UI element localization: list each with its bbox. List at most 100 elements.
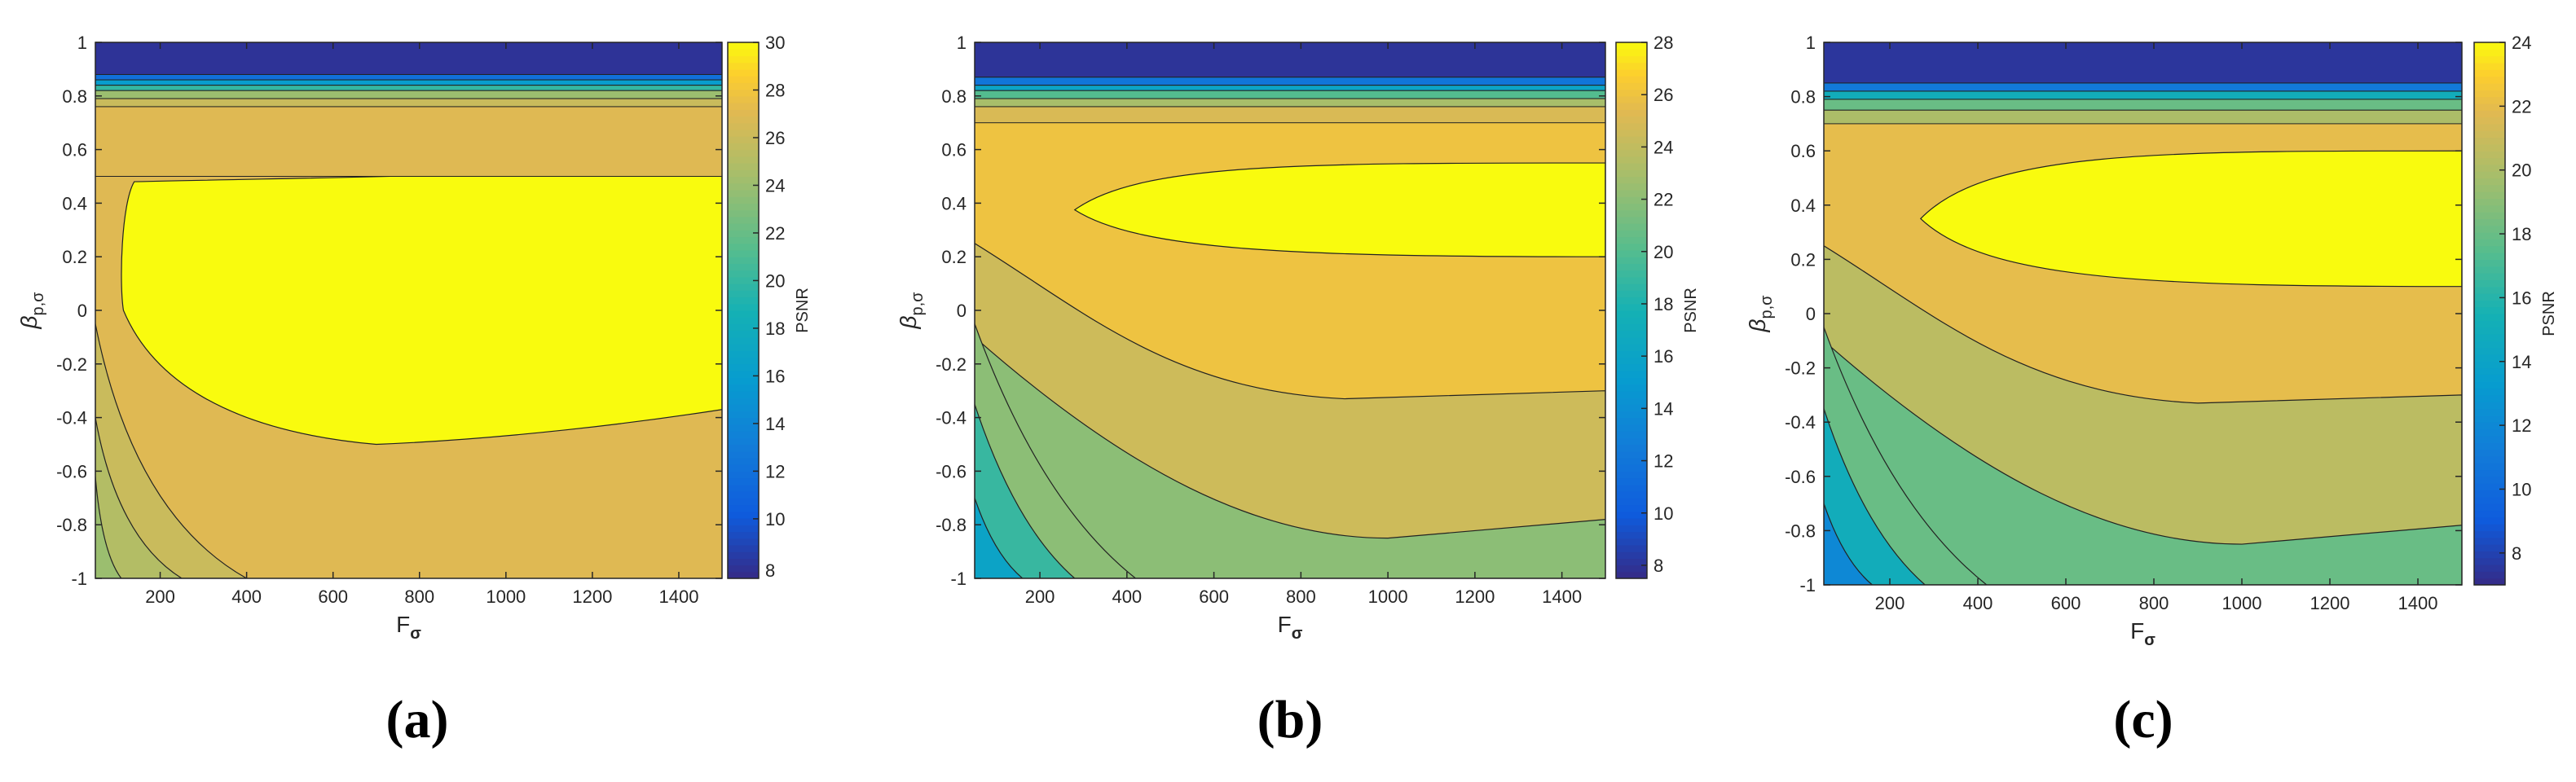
colorbar-segment bbox=[728, 525, 759, 533]
colorbar-segment bbox=[2474, 422, 2505, 430]
contour-band-lower-secondary bbox=[975, 336, 1605, 578]
contour-band-top bbox=[975, 42, 1605, 78]
colorbar-segment bbox=[728, 103, 759, 110]
colorbar-tick-label: 20 bbox=[1653, 242, 1673, 262]
colorbar-segment bbox=[2474, 62, 2505, 70]
colorbar-tick-label: 14 bbox=[2512, 352, 2531, 372]
colorbar-tick-label: 18 bbox=[1653, 294, 1673, 314]
contour-band-top bbox=[975, 77, 1605, 86]
colorbar-segment bbox=[1616, 437, 1647, 446]
colorbar-segment bbox=[2474, 204, 2505, 213]
colorbar-segment bbox=[728, 136, 759, 143]
colorbar-tick-label: 22 bbox=[765, 223, 785, 244]
y-tick-label: -0.8 bbox=[56, 515, 87, 535]
colorbar-segment bbox=[1616, 317, 1647, 325]
x-tick-label: 800 bbox=[404, 586, 434, 607]
colorbar-segment bbox=[1616, 103, 1647, 110]
colorbar-segment bbox=[728, 270, 759, 278]
colorbar-segment bbox=[1616, 230, 1647, 238]
colorbar: 10 12 14 16 18 20 22 24 26 28 30 8 PSNR bbox=[727, 33, 812, 581]
colorbar-segment bbox=[728, 491, 759, 499]
x-tick-label: 600 bbox=[318, 586, 348, 607]
colorbar-segment bbox=[1616, 122, 1647, 130]
colorbar-segment bbox=[2474, 293, 2505, 301]
contour-band-top bbox=[95, 106, 722, 178]
contour-band-lower bbox=[1824, 408, 1926, 585]
colorbar-segment bbox=[1616, 297, 1647, 305]
colorbar-segment bbox=[1616, 491, 1647, 499]
colorbar-segment bbox=[1616, 498, 1647, 506]
colorbar-segment bbox=[2474, 354, 2505, 362]
colorbar-segment bbox=[728, 404, 759, 411]
x-axis-label-main: F bbox=[396, 612, 410, 637]
colorbar-segment bbox=[1616, 397, 1647, 405]
colorbar-segment bbox=[2474, 171, 2505, 179]
colorbar-segment bbox=[1616, 176, 1647, 184]
x-tick-label: 1000 bbox=[1368, 586, 1408, 607]
y-tick-label: 0.2 bbox=[1790, 249, 1816, 270]
colorbar-segment bbox=[728, 230, 759, 238]
colorbar-tick-label: 28 bbox=[1653, 33, 1673, 53]
colorbar-segment bbox=[2474, 408, 2505, 416]
y-tick-label: -0.4 bbox=[1785, 412, 1816, 433]
colorbar-segment bbox=[2474, 510, 2505, 518]
y-tick-label: 1 bbox=[1806, 33, 1816, 53]
colorbar-segment bbox=[728, 411, 759, 419]
contour-peak-region bbox=[1919, 150, 2462, 288]
colorbar-tick-label: 24 bbox=[2512, 33, 2531, 53]
colorbar-segment bbox=[1616, 344, 1647, 351]
colorbar-segment bbox=[728, 163, 759, 170]
x-tick-label: 1000 bbox=[2222, 593, 2262, 613]
colorbar-segment bbox=[728, 471, 759, 479]
colorbar-segment bbox=[1616, 89, 1647, 97]
y-tick-label: -0.8 bbox=[1785, 521, 1816, 541]
colorbar-segment bbox=[2474, 253, 2505, 260]
colorbar-segment bbox=[728, 464, 759, 472]
colorbar-tick-label: 26 bbox=[765, 128, 785, 148]
contour-band-top bbox=[975, 106, 1605, 124]
x-tick-label: 1400 bbox=[2398, 593, 2438, 613]
colorbar-segment bbox=[2474, 245, 2505, 253]
colorbar-segment bbox=[1616, 270, 1647, 278]
colorbar-segment bbox=[2474, 483, 2505, 491]
colorbar-segment bbox=[728, 571, 759, 579]
colorbar-segment bbox=[728, 484, 759, 492]
colorbar-tick-label: 10 bbox=[1653, 503, 1673, 524]
colorbar-segment bbox=[1616, 55, 1647, 64]
y-tick-label: -1 bbox=[71, 569, 87, 589]
colorbar-segment bbox=[728, 431, 759, 438]
colorbar-segment bbox=[728, 330, 759, 338]
colorbar-segment bbox=[1616, 538, 1647, 546]
colorbar-segment bbox=[728, 538, 759, 546]
colorbar-segment bbox=[1616, 257, 1647, 265]
y-tick-label: 1 bbox=[77, 33, 87, 53]
colorbar-segment bbox=[2474, 123, 2505, 131]
colorbar-segment bbox=[1616, 196, 1647, 204]
colorbar-segment bbox=[1616, 303, 1647, 311]
colorbar-segment bbox=[728, 344, 759, 351]
colorbar-segment bbox=[1616, 49, 1647, 57]
colorbar-segment bbox=[1616, 424, 1647, 432]
colorbar-tick-label: 10 bbox=[765, 509, 785, 529]
colorbar-segment bbox=[728, 397, 759, 405]
colorbar-segment bbox=[2474, 578, 2505, 586]
colorbar-segment bbox=[1616, 209, 1647, 217]
panel-label: (b) bbox=[1257, 690, 1323, 749]
y-tick-label: -0.6 bbox=[1785, 467, 1816, 487]
colorbar-segment bbox=[728, 450, 759, 459]
colorbar-tick-label-bottom: 8 bbox=[765, 560, 775, 581]
colorbar-segment bbox=[2474, 551, 2505, 559]
colorbar-tick-label: 30 bbox=[765, 33, 785, 53]
colorbar-segment bbox=[1616, 310, 1647, 318]
colorbar-segment bbox=[728, 209, 759, 217]
y-axis-label-main: β bbox=[1745, 319, 1770, 333]
y-tick-label: 0 bbox=[1806, 304, 1816, 324]
contour-fill-area bbox=[975, 42, 1605, 578]
colorbar-segment bbox=[2474, 42, 2505, 50]
x-tick-label: 600 bbox=[2051, 593, 2081, 613]
colorbar-segment bbox=[2474, 306, 2505, 314]
colorbar-segment bbox=[1616, 417, 1647, 425]
colorbar-segment bbox=[1616, 551, 1647, 559]
colorbar-segment bbox=[728, 303, 759, 311]
y-tick-label: -1 bbox=[1799, 575, 1816, 595]
